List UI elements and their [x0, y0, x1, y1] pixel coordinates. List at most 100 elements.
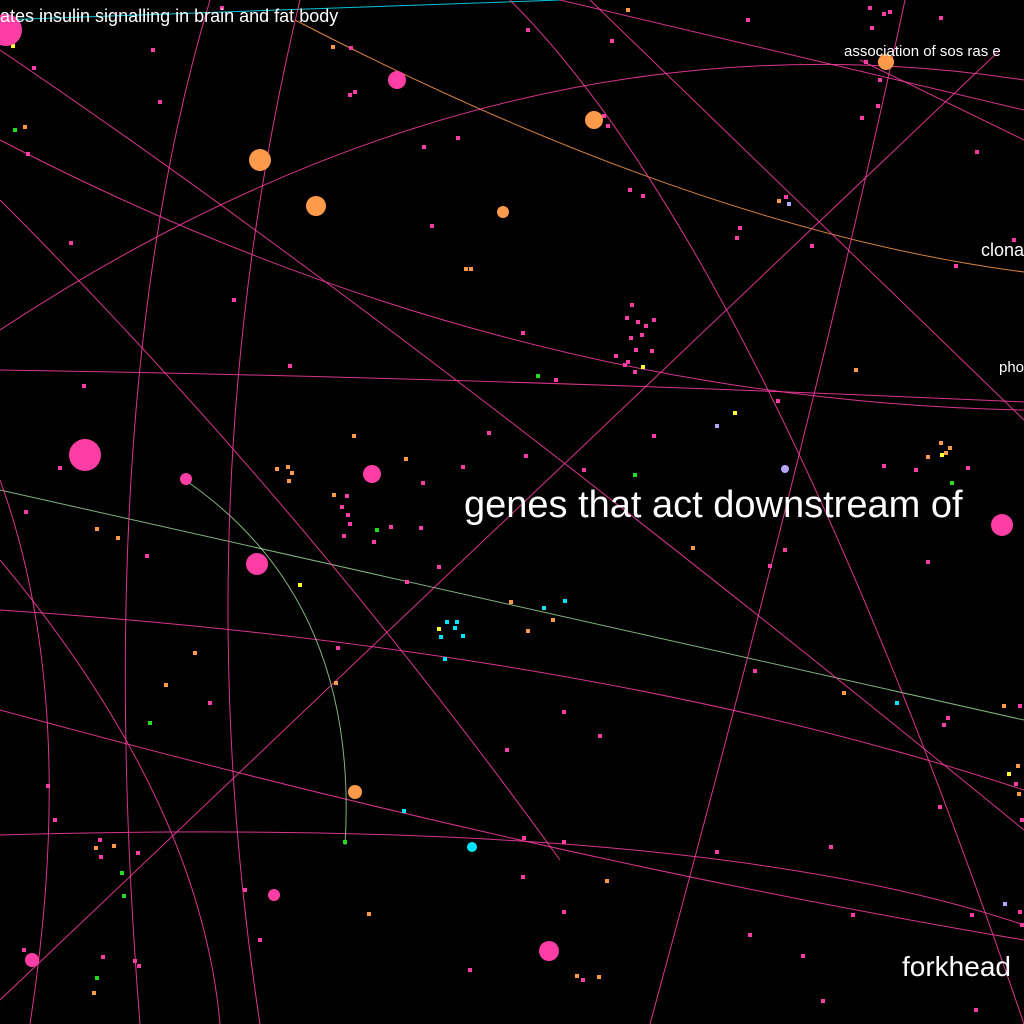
graph-node[interactable]: [422, 145, 426, 149]
graph-node[interactable]: [870, 26, 874, 30]
graph-node[interactable]: [926, 455, 930, 459]
graph-node[interactable]: [539, 941, 559, 961]
graph-node[interactable]: [842, 691, 846, 695]
graph-node[interactable]: [854, 368, 858, 372]
graph-node[interactable]: [787, 202, 791, 206]
graph-node[interactable]: [112, 844, 116, 848]
graph-node[interactable]: [69, 439, 101, 471]
graph-node[interactable]: [1020, 923, 1024, 927]
graph-node[interactable]: [348, 93, 352, 97]
graph-node[interactable]: [876, 104, 880, 108]
graph-node[interactable]: [895, 701, 899, 705]
graph-node[interactable]: [487, 431, 491, 435]
graph-node[interactable]: [914, 468, 918, 472]
graph-node[interactable]: [606, 124, 610, 128]
graph-node[interactable]: [521, 331, 525, 335]
graph-node[interactable]: [404, 457, 408, 461]
graph-node[interactable]: [349, 46, 353, 50]
graph-node[interactable]: [776, 399, 780, 403]
graph-node[interactable]: [614, 354, 618, 358]
graph-node[interactable]: [829, 845, 833, 849]
graph-node[interactable]: [461, 634, 465, 638]
graph-node[interactable]: [467, 842, 477, 852]
graph-node[interactable]: [575, 974, 579, 978]
graph-node[interactable]: [946, 716, 950, 720]
graph-node[interactable]: [851, 913, 855, 917]
graph-node[interactable]: [26, 152, 30, 156]
graph-node[interactable]: [562, 840, 566, 844]
graph-node[interactable]: [258, 938, 262, 942]
graph-node[interactable]: [180, 473, 192, 485]
graph-node[interactable]: [388, 71, 406, 89]
graph-node[interactable]: [860, 116, 864, 120]
graph-node[interactable]: [82, 384, 86, 388]
graph-node[interactable]: [939, 16, 943, 20]
graph-node[interactable]: [343, 840, 347, 844]
graph-node[interactable]: [243, 888, 247, 892]
graph-node[interactable]: [232, 298, 236, 302]
graph-node[interactable]: [878, 78, 882, 82]
graph-node[interactable]: [878, 54, 894, 70]
graph-node[interactable]: [99, 855, 103, 859]
graph-node[interactable]: [58, 466, 62, 470]
graph-node[interactable]: [626, 8, 630, 12]
graph-node[interactable]: [405, 580, 409, 584]
graph-node[interactable]: [948, 446, 952, 450]
graph-node[interactable]: [11, 44, 15, 48]
graph-node[interactable]: [633, 473, 637, 477]
graph-node[interactable]: [437, 565, 441, 569]
graph-node[interactable]: [602, 114, 606, 118]
graph-node[interactable]: [453, 626, 457, 630]
graph-node[interactable]: [298, 583, 302, 587]
graph-node[interactable]: [288, 364, 292, 368]
graph-node[interactable]: [342, 534, 346, 538]
graph-node[interactable]: [650, 349, 654, 353]
graph-node[interactable]: [562, 710, 566, 714]
graph-node[interactable]: [461, 465, 465, 469]
graph-node[interactable]: [939, 441, 943, 445]
graph-node[interactable]: [94, 846, 98, 850]
graph-node[interactable]: [629, 336, 633, 340]
graph-node[interactable]: [98, 838, 102, 842]
graph-node[interactable]: [13, 128, 17, 132]
graph-node[interactable]: [628, 188, 632, 192]
graph-node[interactable]: [275, 467, 279, 471]
graph-node[interactable]: [715, 850, 719, 854]
graph-node[interactable]: [536, 374, 540, 378]
graph-node[interactable]: [306, 196, 326, 216]
graph-node[interactable]: [1020, 818, 1024, 822]
graph-node[interactable]: [375, 528, 379, 532]
graph-node[interactable]: [652, 318, 656, 322]
graph-node[interactable]: [363, 465, 381, 483]
graph-node[interactable]: [290, 471, 294, 475]
graph-node[interactable]: [133, 959, 137, 963]
graph-node[interactable]: [944, 451, 948, 455]
graph-node[interactable]: [469, 267, 473, 271]
graph-node[interactable]: [888, 10, 892, 14]
graph-node[interactable]: [367, 912, 371, 916]
graph-node[interactable]: [581, 978, 585, 982]
graph-node[interactable]: [1007, 772, 1011, 776]
graph-node[interactable]: [950, 481, 954, 485]
graph-node[interactable]: [372, 540, 376, 544]
graph-node[interactable]: [585, 111, 603, 129]
graph-node[interactable]: [691, 546, 695, 550]
graph-node[interactable]: [445, 620, 449, 624]
graph-node[interactable]: [95, 527, 99, 531]
graph-node[interactable]: [623, 363, 627, 367]
graph-node[interactable]: [340, 505, 344, 509]
graph-node[interactable]: [626, 360, 630, 364]
graph-node[interactable]: [864, 60, 868, 64]
graph-node[interactable]: [1016, 764, 1020, 768]
graph-node[interactable]: [509, 600, 513, 604]
graph-node[interactable]: [882, 464, 886, 468]
graph-node[interactable]: [332, 493, 336, 497]
graph-node[interactable]: [421, 481, 425, 485]
graph-node[interactable]: [208, 701, 212, 705]
graph-node[interactable]: [122, 894, 126, 898]
graph-node[interactable]: [625, 316, 629, 320]
graph-node[interactable]: [801, 954, 805, 958]
graph-node[interactable]: [246, 553, 268, 575]
graph-node[interactable]: [974, 1008, 978, 1012]
